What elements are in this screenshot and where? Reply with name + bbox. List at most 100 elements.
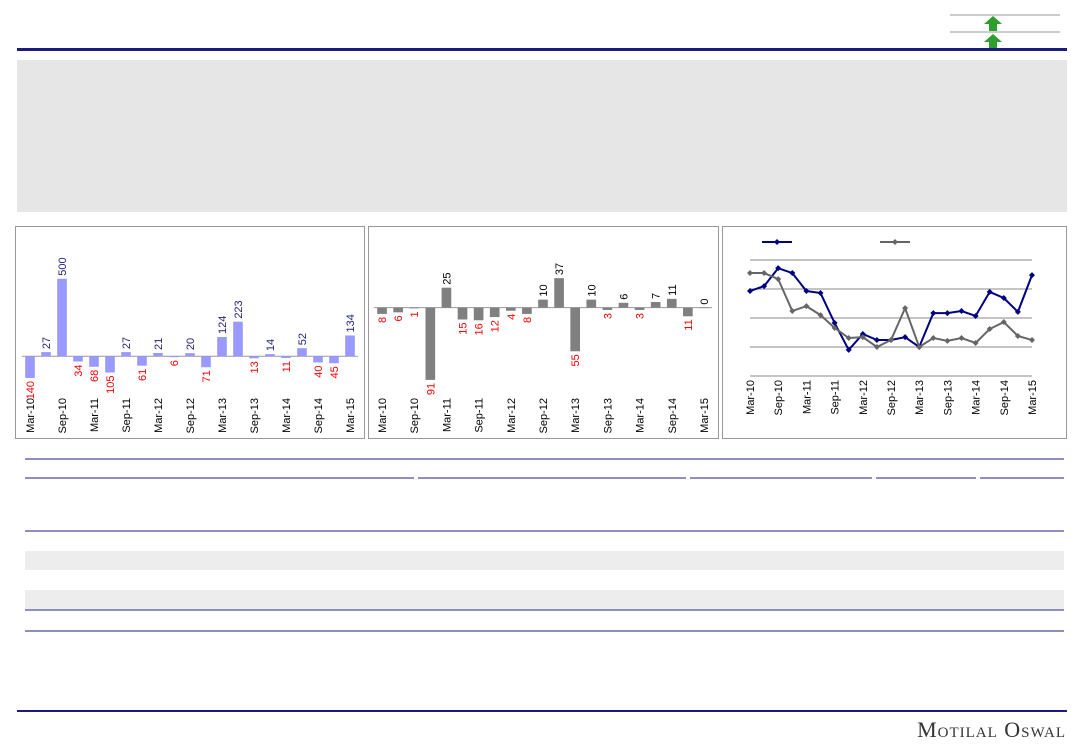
point [888, 337, 894, 344]
bar [683, 307, 693, 317]
data-label: 134 [345, 314, 357, 332]
bar [618, 302, 629, 308]
x-tick-label: Sep-10 [773, 380, 785, 415]
bar [313, 356, 323, 363]
x-tick-label: Mar-15 [1027, 380, 1039, 415]
point [1014, 332, 1021, 339]
bar [489, 307, 500, 318]
point [930, 335, 937, 342]
x-tick-label: Sep-11 [474, 398, 486, 433]
point [916, 344, 923, 350]
bar [586, 299, 597, 308]
data-label: 10 [586, 284, 598, 296]
chart-panel [368, 226, 719, 439]
data-label: 7 [651, 293, 663, 299]
bar [699, 307, 709, 309]
bar [41, 352, 51, 357]
legend-marker [774, 239, 780, 245]
bar [457, 307, 468, 320]
bar [281, 356, 291, 358]
x-tick-label: Mar-11 [89, 398, 101, 432]
point [972, 339, 979, 346]
bar [265, 354, 275, 357]
data-label: 16 [474, 323, 486, 335]
point [958, 335, 965, 342]
data-label: 0 [699, 298, 711, 304]
data-label: 11 [683, 319, 695, 330]
footer-bar [17, 710, 1067, 712]
point [817, 312, 824, 319]
point [831, 324, 838, 331]
data-label: 140 [25, 381, 37, 399]
header-bar [17, 48, 1067, 51]
data-label: 15 [458, 322, 470, 334]
x-tick-label: Sep-12 [185, 398, 197, 433]
x-tick-label: Mar-11 [801, 380, 813, 414]
x-tick-label: Mar-13 [570, 398, 582, 433]
bar [73, 356, 83, 362]
x-tick-label: Sep-11 [830, 380, 842, 415]
bar [249, 356, 259, 359]
bar [217, 337, 227, 357]
bar [409, 307, 420, 309]
point [930, 310, 937, 317]
data-label: 91 [425, 383, 437, 395]
x-tick-label: Mar-13 [914, 380, 926, 415]
brand: Motilal Oswal [917, 717, 1066, 742]
data-label: 40 [313, 365, 325, 377]
bar [57, 278, 67, 357]
point [873, 344, 880, 350]
data-label: 27 [41, 337, 53, 349]
bar [393, 307, 403, 313]
bar [634, 307, 645, 310]
up-arrow-icon [984, 34, 1002, 49]
bar [329, 356, 339, 364]
bar [505, 307, 516, 311]
point [789, 308, 796, 315]
bar [25, 356, 35, 378]
point [775, 276, 782, 283]
point [817, 290, 824, 297]
x-tick-label: Sep-13 [602, 398, 614, 433]
point [761, 283, 768, 290]
bar [377, 307, 387, 314]
legend-marker [892, 239, 898, 245]
point [944, 310, 951, 317]
bar [425, 307, 436, 380]
data-label: 25 [441, 272, 453, 284]
point [902, 334, 909, 341]
data-label: 71 [201, 370, 213, 382]
data-label: 52 [297, 333, 309, 345]
x-tick-label: Mar-10 [745, 380, 757, 415]
point [789, 270, 796, 277]
x-tick-label: Sep-12 [538, 398, 550, 433]
point [859, 330, 866, 337]
x-tick-label: Mar-12 [153, 398, 165, 433]
data-label: 20 [185, 338, 197, 350]
x-tick-label: Sep-11 [121, 398, 133, 433]
x-tick-label: Mar-15 [699, 398, 711, 433]
data-label: 8 [377, 317, 389, 323]
x-tick-label: Mar-12 [858, 380, 870, 415]
data-label: 6 [169, 360, 181, 366]
bar [185, 353, 195, 357]
data-label: 27 [121, 337, 133, 349]
data-label: 13 [249, 361, 261, 373]
up-arrow-icon [984, 16, 1002, 31]
data-label: 55 [570, 354, 582, 366]
point [986, 326, 993, 333]
bar [602, 307, 613, 310]
data-label: 34 [73, 365, 85, 377]
x-tick-label: Sep-10 [409, 398, 421, 433]
data-label: 14 [265, 339, 277, 351]
data-label: 45 [329, 366, 341, 378]
bar [666, 298, 677, 308]
bar [473, 307, 484, 321]
bar [169, 356, 179, 358]
bar [201, 356, 211, 368]
bar [233, 321, 243, 357]
x-tick-label: Mar-12 [506, 398, 518, 433]
point [845, 346, 852, 353]
point [859, 334, 866, 341]
